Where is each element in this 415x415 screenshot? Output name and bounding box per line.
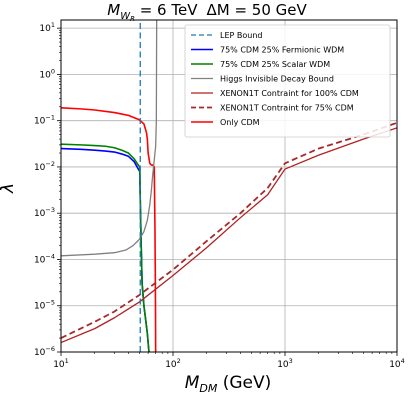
legend-label: XENON1T Contraint for 100% CDM [220, 89, 359, 98]
y-tick-label: 10−4 [34, 252, 55, 265]
legend-label: 75% CDM 25% Scalar WDM [220, 60, 330, 69]
y-axis-ticks: 101 100 10−1 10−2 10−3 10−4 10−5 10−6 [34, 21, 61, 358]
series-line-6 [61, 106, 157, 352]
series-line-4 [61, 127, 397, 344]
legend-label: XENON1T Contraint for 75% CDM [220, 104, 354, 113]
x-axis-ticks: 101 102 103 104 [53, 352, 405, 370]
x-axis-label: MDM (GeV) [185, 373, 272, 395]
series-line-1 [61, 147, 150, 352]
series-lines [61, 20, 397, 352]
legend-label: Only CDM [220, 118, 260, 127]
legend: LEP Bound 75% CDM 25% Fermionic WDM 75% CD… [184, 24, 391, 138]
legend-box [184, 24, 391, 138]
series-line-2 [61, 143, 150, 352]
x-tick-label: 101 [53, 357, 69, 370]
y-tick-label: 10−3 [34, 206, 55, 219]
legend-label: Higgs Invisible Decay Bound [220, 75, 334, 84]
y-tick-label: 100 [39, 67, 55, 80]
legend-label: LEP Bound [220, 31, 262, 40]
y-tick-label: 10−5 [34, 299, 55, 312]
x-tick-label: 102 [165, 357, 181, 370]
y-tick-label: 10−1 [34, 114, 55, 127]
y-axis-label: λ [0, 183, 18, 194]
chart-title: MWR = 6 TeV ΔM = 50 GeV [107, 1, 307, 23]
plot-frame [60, 19, 398, 353]
x-tick-label: 104 [389, 357, 405, 370]
series-line-3 [61, 20, 158, 257]
x-tick-label: 103 [277, 357, 293, 370]
y-tick-label: 10−6 [34, 345, 55, 358]
y-tick-label: 10−2 [34, 160, 55, 173]
y-tick-label: 101 [39, 21, 55, 34]
legend-label: 75% CDM 25% Fermionic WDM [220, 46, 344, 55]
